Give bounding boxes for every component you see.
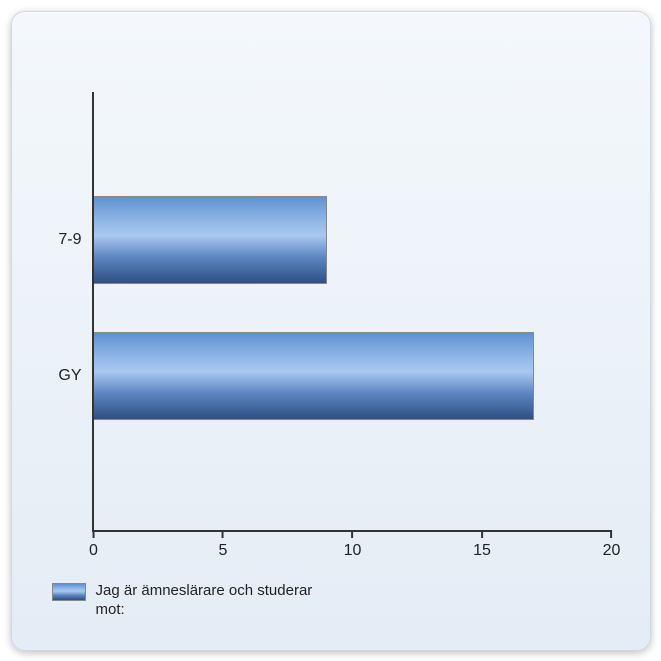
tick-label: 10 [344,542,362,560]
x-tick: 20 [603,530,621,560]
y-label-7-9: 7-9 [58,231,81,249]
tick-label: 15 [473,542,491,560]
bar-gy [94,332,534,420]
tick-mark [610,530,612,538]
bar-7-9 [94,196,327,284]
tick-label: 20 [603,542,621,560]
x-tick: 0 [89,530,98,560]
x-tick: 15 [473,530,491,560]
chart-card: 7-9 GY 0 5 10 15 20 [11,11,651,651]
tick-label: 5 [219,542,228,560]
y-label-gy: GY [58,367,81,385]
plot-area: 7-9 GY 0 5 10 15 20 [92,92,612,532]
tick-mark [222,530,224,538]
x-tick: 10 [344,530,362,560]
tick-mark [351,530,353,538]
x-tick: 5 [219,530,228,560]
x-axis-ticks: 0 5 10 15 20 [94,530,612,560]
tick-mark [93,530,95,538]
legend-swatch [52,583,86,601]
tick-label: 0 [89,542,98,560]
legend: Jag är ämneslärare och studerar mot: [52,581,336,620]
tick-mark [481,530,483,538]
legend-text: Jag är ämneslärare och studerar mot: [96,581,336,620]
